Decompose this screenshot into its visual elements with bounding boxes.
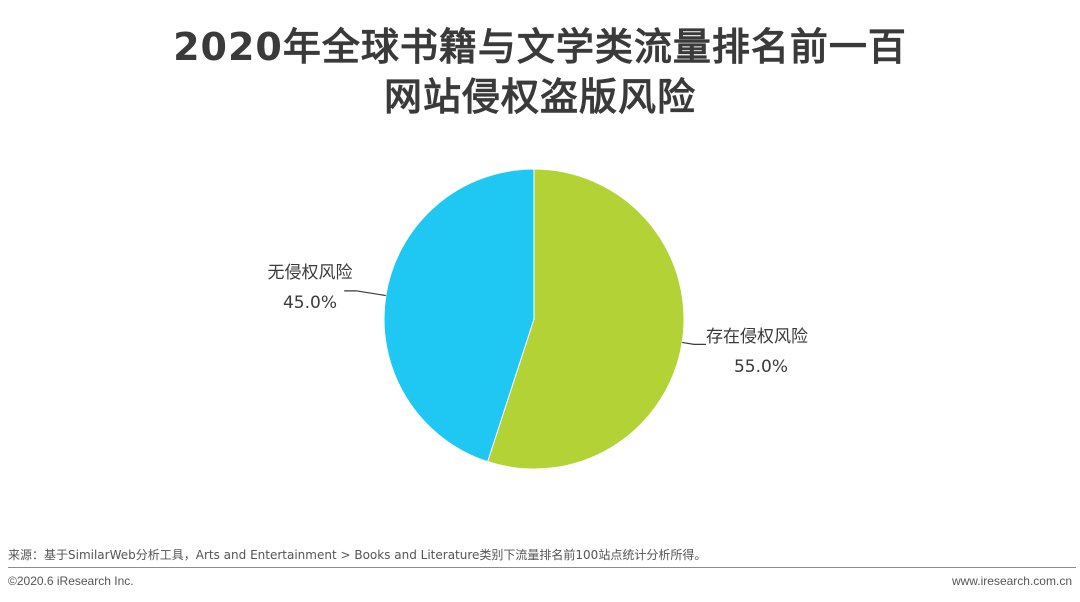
slice-value-2: 45.0% [283,293,337,313]
chart-title-line-2: 网站侵权盗版风险 [383,75,696,119]
website-link[interactable]: www.iresearch.com.cn [951,574,1072,588]
pie-slice-1 [487,168,685,470]
chart-title-line-1: 2020年全球书籍与文学类流量排名前一百 [173,25,907,69]
slice-value-1: 55.0% [734,357,788,377]
pie-slice-2 [383,168,535,463]
slice-label-1: 存在侵权风险 [706,327,808,347]
leader-lines [344,290,707,345]
slice-labels: 存在侵权风险 55.0% 无侵权风险 45.0% [268,263,809,377]
leader-line-1 [682,341,707,345]
copyright-text: ©2020.6 iResearch Inc. [8,574,134,588]
footer-divider [8,567,1076,568]
pie-slices [383,168,685,470]
slice-label-2: 无侵权风险 [268,263,353,283]
source-note: 来源：基于SimilarWeb分析工具，Arts and Entertainme… [8,548,707,562]
chart-title: 2020年全球书籍与文学类流量排名前一百 网站侵权盗版风险 [0,22,1080,122]
pie-chart: 存在侵权风险 55.0% 无侵权风险 45.0% [268,168,809,470]
leader-line-2 [344,290,386,297]
